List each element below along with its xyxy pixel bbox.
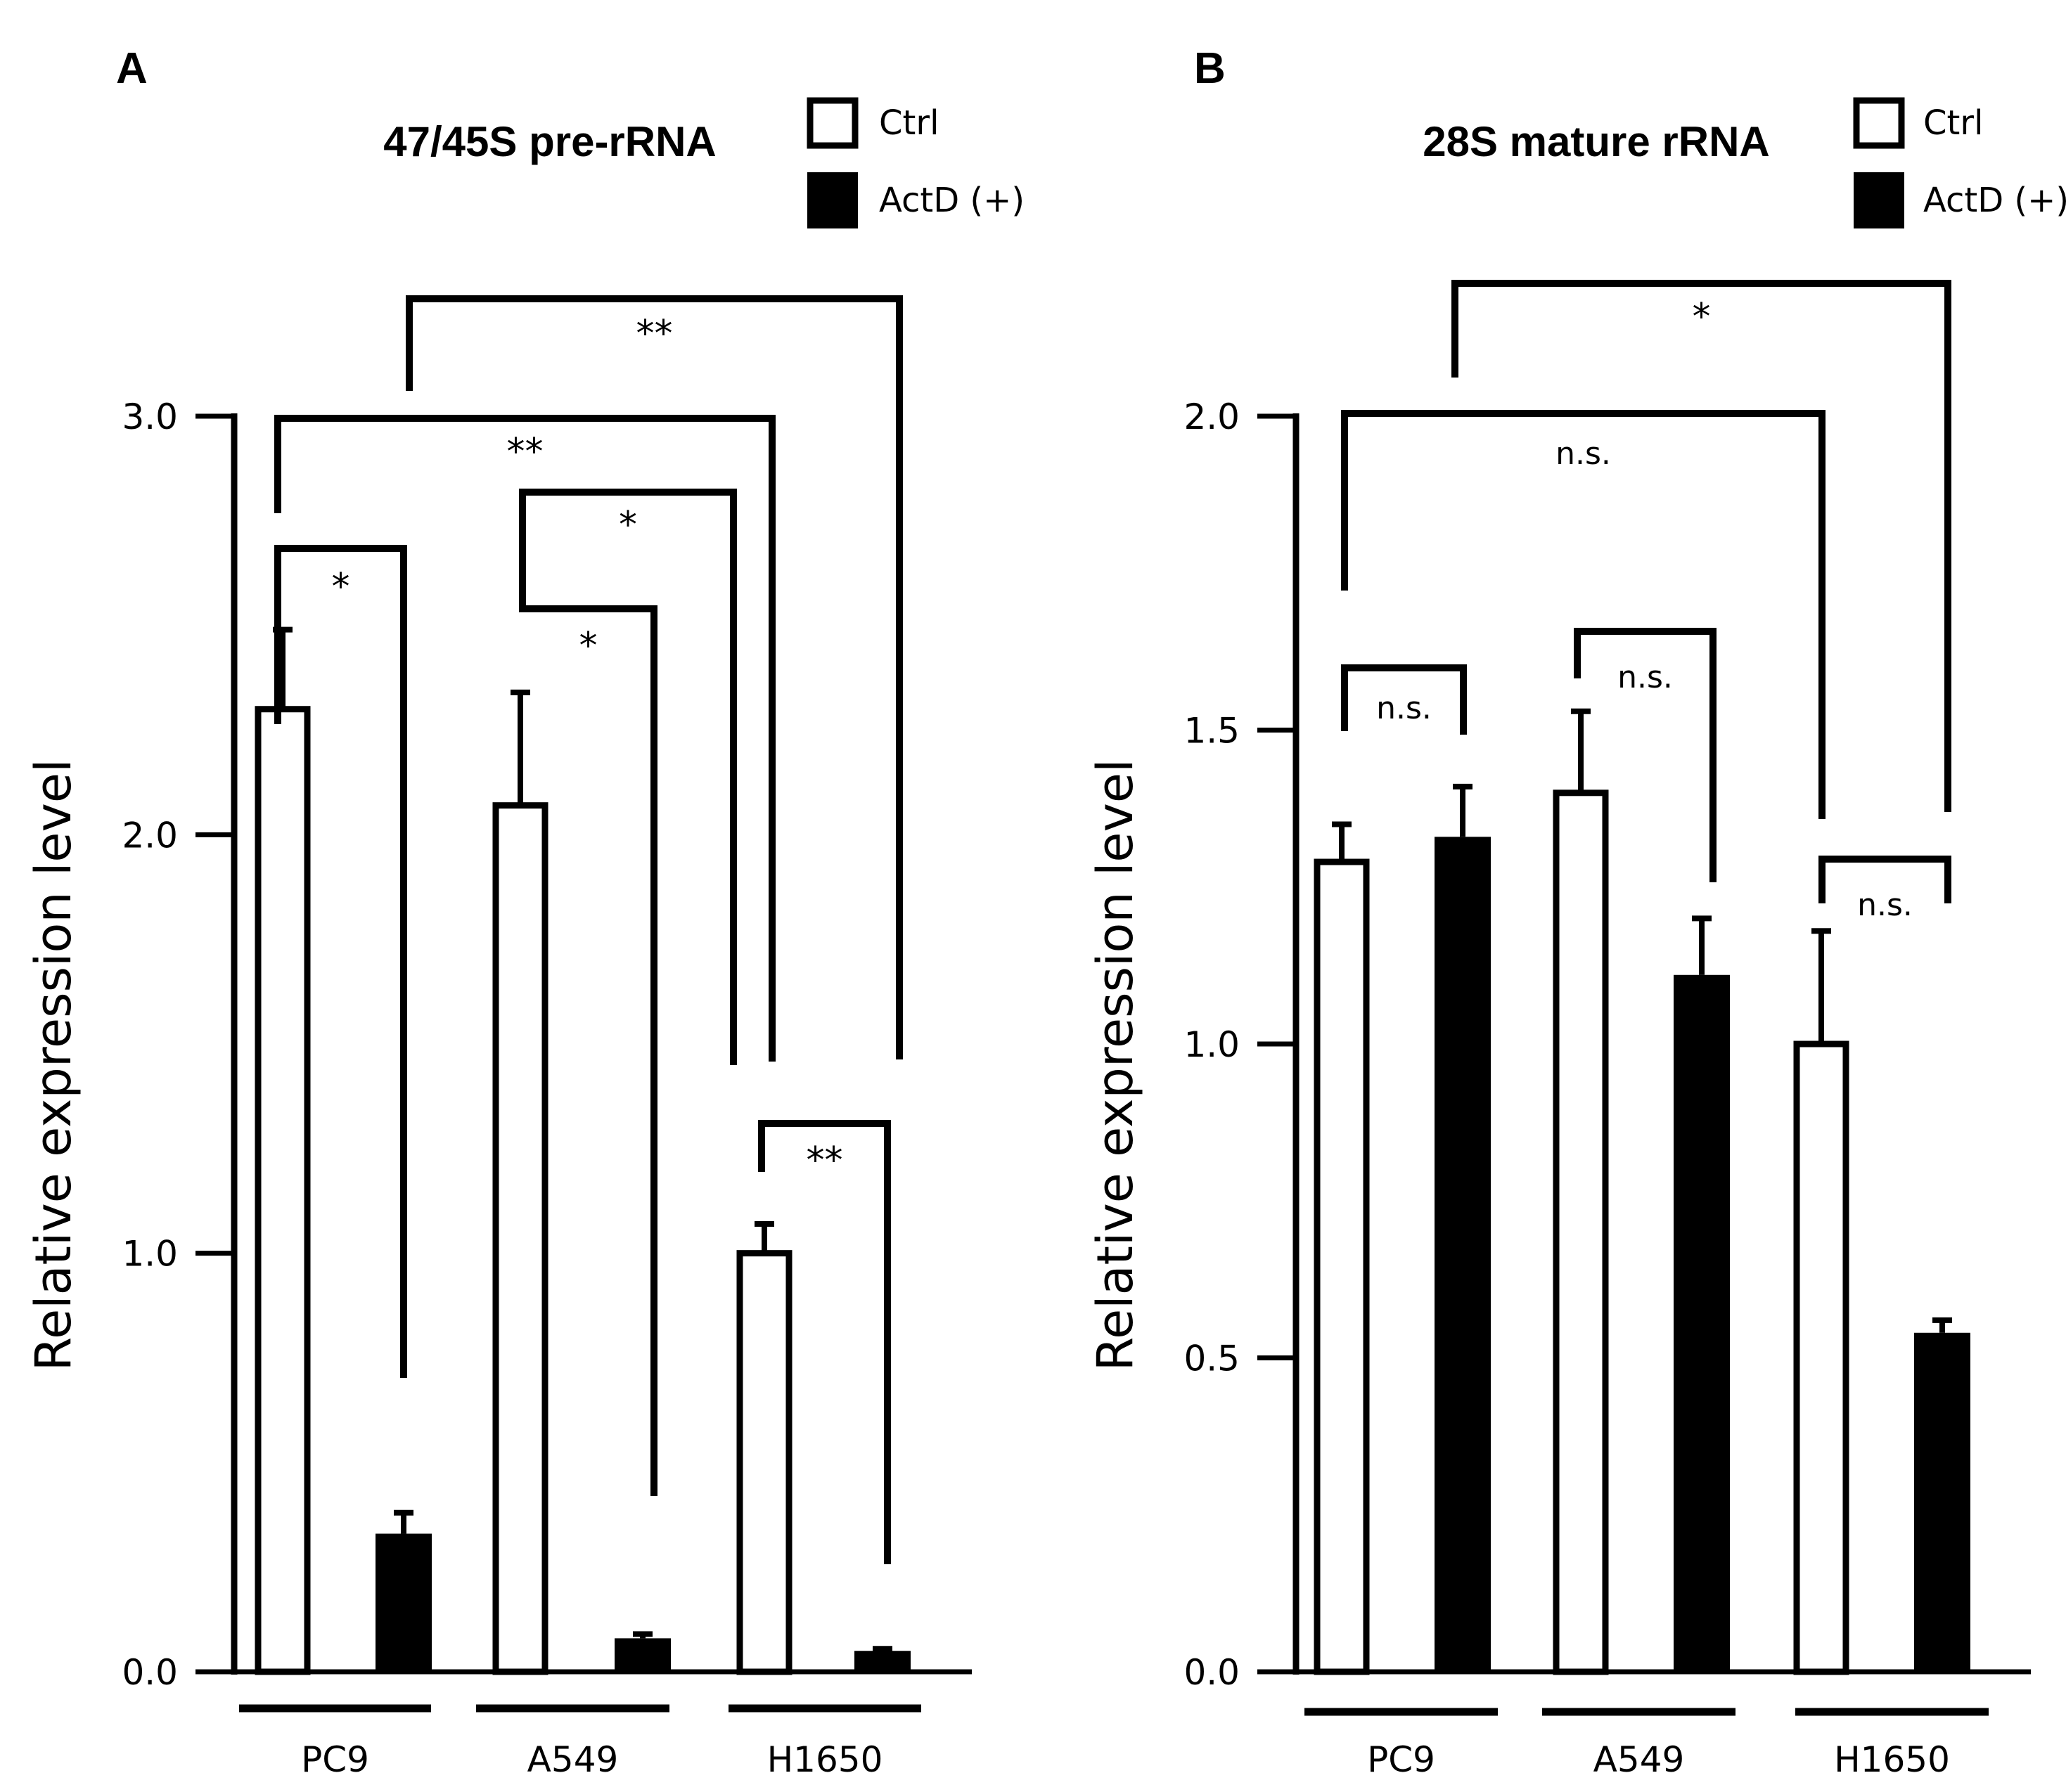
bar-h1650-ctrl — [1793, 1040, 1849, 1675]
significance-bracket: n.s. — [1574, 628, 1717, 882]
chart-title: 47/45S pre-rRNA — [383, 118, 717, 165]
x-tick-label: A549 — [1593, 1739, 1685, 1780]
bar-a549-ctrl — [492, 802, 548, 1675]
bar-a549-actd — [1674, 974, 1730, 1672]
bar-h1650-actd — [1914, 1332, 1970, 1672]
significance-label: * — [332, 566, 350, 608]
x-tick-label: H1650 — [1834, 1739, 1950, 1780]
legend-label-actd: ActD (+) — [879, 181, 1025, 220]
chart-title: 28S mature rRNA — [1423, 118, 1770, 165]
bar-pc9-actd — [376, 1533, 432, 1672]
legend: Ctrl ActD (+) — [1853, 97, 2066, 228]
significance-label: ** — [807, 1140, 843, 1182]
significance-label: n.s. — [1857, 887, 1913, 923]
y-axis-label: Relative expression level — [25, 759, 82, 1372]
bar-h1650-actd — [854, 1651, 911, 1672]
significance-label: * — [579, 625, 598, 667]
y-tick-label: 1.0 — [122, 1234, 178, 1275]
significance-bracket: n.s. — [1341, 410, 1826, 819]
y-tick-label: 3.0 — [122, 397, 178, 437]
legend-swatch-actd — [807, 172, 858, 228]
y-tick-label: 0.0 — [122, 1652, 178, 1693]
x-tick-label: H1650 — [767, 1739, 883, 1780]
significance-bracket: ** — [758, 1120, 891, 1564]
bar-pc9-actd — [1435, 837, 1491, 1672]
legend: Ctrl ActD (+) — [807, 97, 1025, 228]
significance-bracket: * — [519, 584, 657, 1496]
bar-a549-ctrl — [1553, 789, 1609, 1675]
significance-bracket: * — [519, 489, 737, 1065]
significance-bracket: * — [1451, 280, 1951, 812]
bar-pc9-ctrl — [255, 706, 311, 1675]
legend-swatch-ctrl — [807, 97, 859, 149]
bracket-line — [406, 295, 903, 1059]
legend-label-ctrl: Ctrl — [879, 103, 939, 143]
y-tick-label: 2.0 — [122, 815, 178, 856]
legend-label-ctrl: Ctrl — [1923, 103, 1983, 143]
significance-label: n.s. — [1555, 436, 1611, 472]
significance-bracket: * — [274, 545, 407, 1378]
x-tick-label: PC9 — [301, 1739, 369, 1780]
y-tick-label: 1.5 — [1183, 711, 1240, 752]
y-axis: 0.0 0.5 1.0 1.5 2.0 — [1183, 397, 1300, 1693]
bracket-line — [758, 1120, 891, 1564]
significance-bracket: ** — [406, 295, 903, 1059]
y-tick-label: 1.0 — [1183, 1024, 1240, 1065]
significance-label: n.s. — [1376, 690, 1432, 726]
x-tick-label: A549 — [527, 1739, 619, 1780]
bracket-line — [519, 489, 737, 1065]
panel-b: B 28S mature rRNA Ctrl ActD (+) 0.0 0.5 1.0 1.5… — [1086, 44, 2066, 1780]
bracket-line — [1341, 664, 1467, 735]
legend-label-actd: ActD (+) — [1923, 181, 2066, 220]
significance-label: n.s. — [1617, 659, 1673, 695]
significance-label: * — [1693, 296, 1711, 338]
bracket-line — [1574, 628, 1717, 882]
y-tick-label: 2.0 — [1183, 397, 1240, 437]
y-tick-label: 0.5 — [1183, 1339, 1240, 1379]
bracket-line — [1818, 856, 1951, 903]
panel-a: A 47/45S pre-rRNA Ctrl ActD (+) 0.0 1.0 2.0 3.0… — [25, 44, 1025, 1780]
bracket-line — [274, 545, 407, 1378]
bar-a549-actd — [615, 1638, 671, 1672]
bracket-line — [519, 584, 657, 1496]
bar-pc9-ctrl — [1314, 858, 1370, 1675]
bracket-line — [1451, 280, 1951, 812]
bar-h1650-ctrl — [736, 1250, 793, 1675]
y-tick-label: 0.0 — [1183, 1652, 1240, 1693]
significance-bracket: n.s. — [1818, 856, 1951, 923]
bracket-line — [1341, 410, 1826, 819]
significance-label: * — [619, 504, 637, 546]
y-axis-label: Relative expression level — [1086, 759, 1144, 1372]
y-axis: 0.0 1.0 2.0 3.0 — [122, 397, 238, 1693]
panel-letter: A — [116, 44, 148, 93]
x-tick-label: PC9 — [1367, 1739, 1435, 1780]
legend-swatch-actd — [1854, 172, 1904, 228]
significance-bracket: ** — [274, 415, 776, 1062]
bracket-line — [274, 415, 776, 1062]
legend-swatch-ctrl — [1853, 97, 1905, 149]
panel-letter: B — [1194, 44, 1226, 93]
significance-label: ** — [636, 313, 673, 355]
significance-bracket: n.s. — [1341, 664, 1467, 735]
significance-label: ** — [507, 431, 544, 473]
